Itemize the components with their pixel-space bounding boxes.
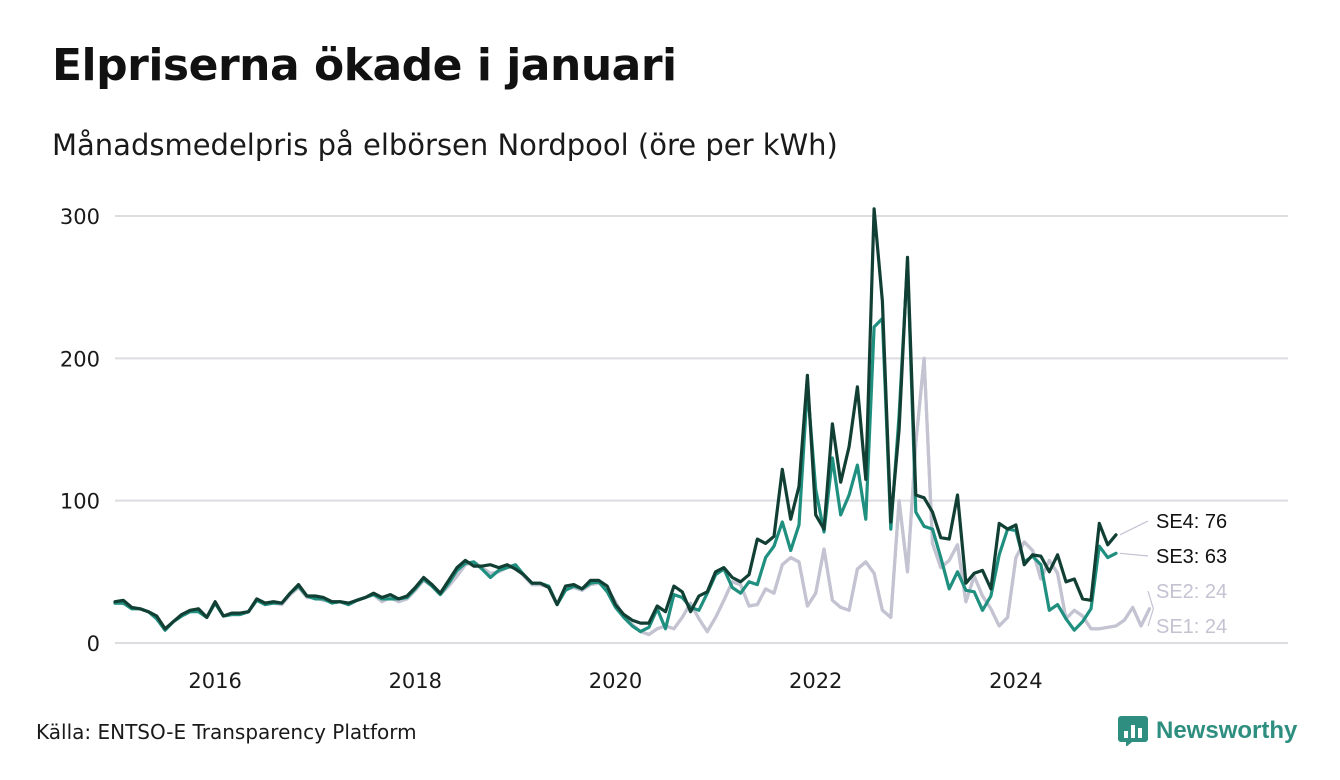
chart-title: Elpriserna ökade i januari xyxy=(52,40,677,91)
x-tick-label-2024: 2024 xyxy=(989,669,1042,693)
line-chart: 0 100 200 300 2016 2018 2020 2022 2024 SE1: 24 SE2… xyxy=(60,205,1288,693)
end-label-se3: SE3: 63 xyxy=(1156,546,1227,568)
series-line-se2 xyxy=(113,356,1152,637)
y-tick-label-200: 200 xyxy=(60,347,100,371)
brand-name: Newsworthy xyxy=(1156,717,1298,744)
end-label-se1: SE1: 24 xyxy=(1156,616,1227,638)
brand-logo: Newsworthy xyxy=(1118,714,1297,748)
y-tick-label-100: 100 xyxy=(60,490,100,514)
leader-line-se2 xyxy=(1147,590,1154,610)
y-tick-label-300: 300 xyxy=(60,205,100,229)
x-tick-label-2018: 2018 xyxy=(389,669,442,693)
series-line-se4 xyxy=(113,207,1118,631)
x-tick-label-2020: 2020 xyxy=(589,669,642,693)
leader-line-se3 xyxy=(1119,552,1149,557)
source-note: Källa: ENTSO-E Transparency Platform xyxy=(36,720,417,744)
end-label-se4: SE4: 76 xyxy=(1156,511,1227,533)
leader-line-se4 xyxy=(1119,520,1149,536)
y-tick-label-0: 0 xyxy=(87,632,100,656)
x-tick-label-2022: 2022 xyxy=(789,669,842,693)
leader-line-se1 xyxy=(1147,608,1154,627)
newsworthy-chart-icon xyxy=(1118,716,1148,746)
x-tick-label-2016: 2016 xyxy=(188,669,241,693)
series-line-se1 xyxy=(113,356,1152,637)
end-label-se2: SE2: 24 xyxy=(1156,581,1227,603)
chart-subtitle: Månadsmedelpris på elbörsen Nordpool (ör… xyxy=(52,128,838,162)
